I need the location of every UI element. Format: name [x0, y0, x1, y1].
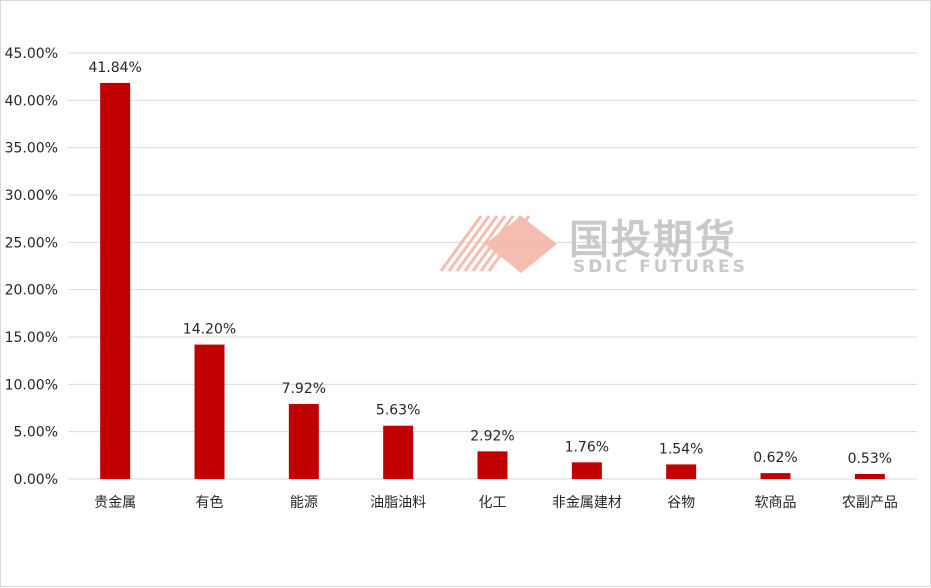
category-label: 谷物 — [667, 495, 695, 511]
bar — [571, 462, 602, 479]
category-label: 油脂油料 — [370, 495, 426, 511]
y-tick-label: 5.00% — [14, 425, 58, 441]
logo-stripe — [447, 215, 491, 272]
data-label: 1.54% — [659, 441, 703, 457]
bar — [194, 344, 225, 479]
category-label: 农副产品 — [842, 495, 898, 511]
y-axis-tick-labels: 0.00% 5.00% 10.00% 15.00% 20.00% 25.00% 30.00%… — [5, 46, 58, 488]
logo-stripe — [463, 215, 507, 272]
data-labels: 41.84% 14.20% 7.92% 5.63% 2.92% 1.76% 1.54% 0.6… — [88, 60, 892, 467]
sdic-logo-icon — [439, 215, 557, 273]
bar — [477, 451, 508, 479]
data-label: 2.92% — [470, 428, 514, 444]
category-label: 化工 — [479, 495, 507, 511]
bar — [854, 473, 885, 479]
category-label: 有色 — [196, 494, 224, 511]
bars — [100, 82, 885, 479]
data-label: 41.84% — [88, 60, 141, 76]
data-label: 14.20% — [183, 322, 236, 338]
y-tick-label: 20.00% — [5, 283, 58, 299]
watermark-name-en: SDIC FUTURES — [573, 257, 748, 277]
data-label: 5.63% — [376, 403, 420, 419]
y-tick-label: 30.00% — [5, 188, 58, 204]
logo-stripe — [455, 215, 499, 272]
bar — [760, 473, 791, 479]
y-tick-label: 0.00% — [14, 472, 58, 488]
y-tick-label: 25.00% — [5, 235, 58, 251]
watermark-name-cn: 国投期货 — [569, 217, 737, 263]
logo-stripe — [439, 215, 483, 272]
data-label: 1.76% — [565, 439, 609, 455]
bar — [100, 82, 131, 479]
x-axis-category-labels: 贵金属 有色 能源 油脂油料 化工 非金属建材 谷物 软商品 农副产品 — [94, 494, 898, 511]
y-tick-label: 15.00% — [5, 330, 58, 346]
y-tick-label: 45.00% — [5, 46, 58, 62]
category-label: 贵金属 — [94, 495, 136, 511]
data-label: 7.92% — [282, 381, 326, 397]
bar — [383, 425, 414, 479]
bar — [288, 404, 319, 479]
y-tick-label: 10.00% — [5, 377, 58, 393]
watermark: 国投期货 SDIC FUTURES — [439, 215, 748, 277]
data-label: 0.53% — [848, 451, 892, 467]
y-tick-label: 40.00% — [5, 93, 58, 109]
data-label: 0.62% — [753, 450, 797, 466]
bar — [666, 464, 697, 479]
category-label: 软商品 — [755, 495, 797, 511]
category-label: 非金属建材 — [552, 495, 622, 511]
y-tick-label: 35.00% — [5, 141, 58, 157]
category-label: 能源 — [290, 495, 318, 511]
